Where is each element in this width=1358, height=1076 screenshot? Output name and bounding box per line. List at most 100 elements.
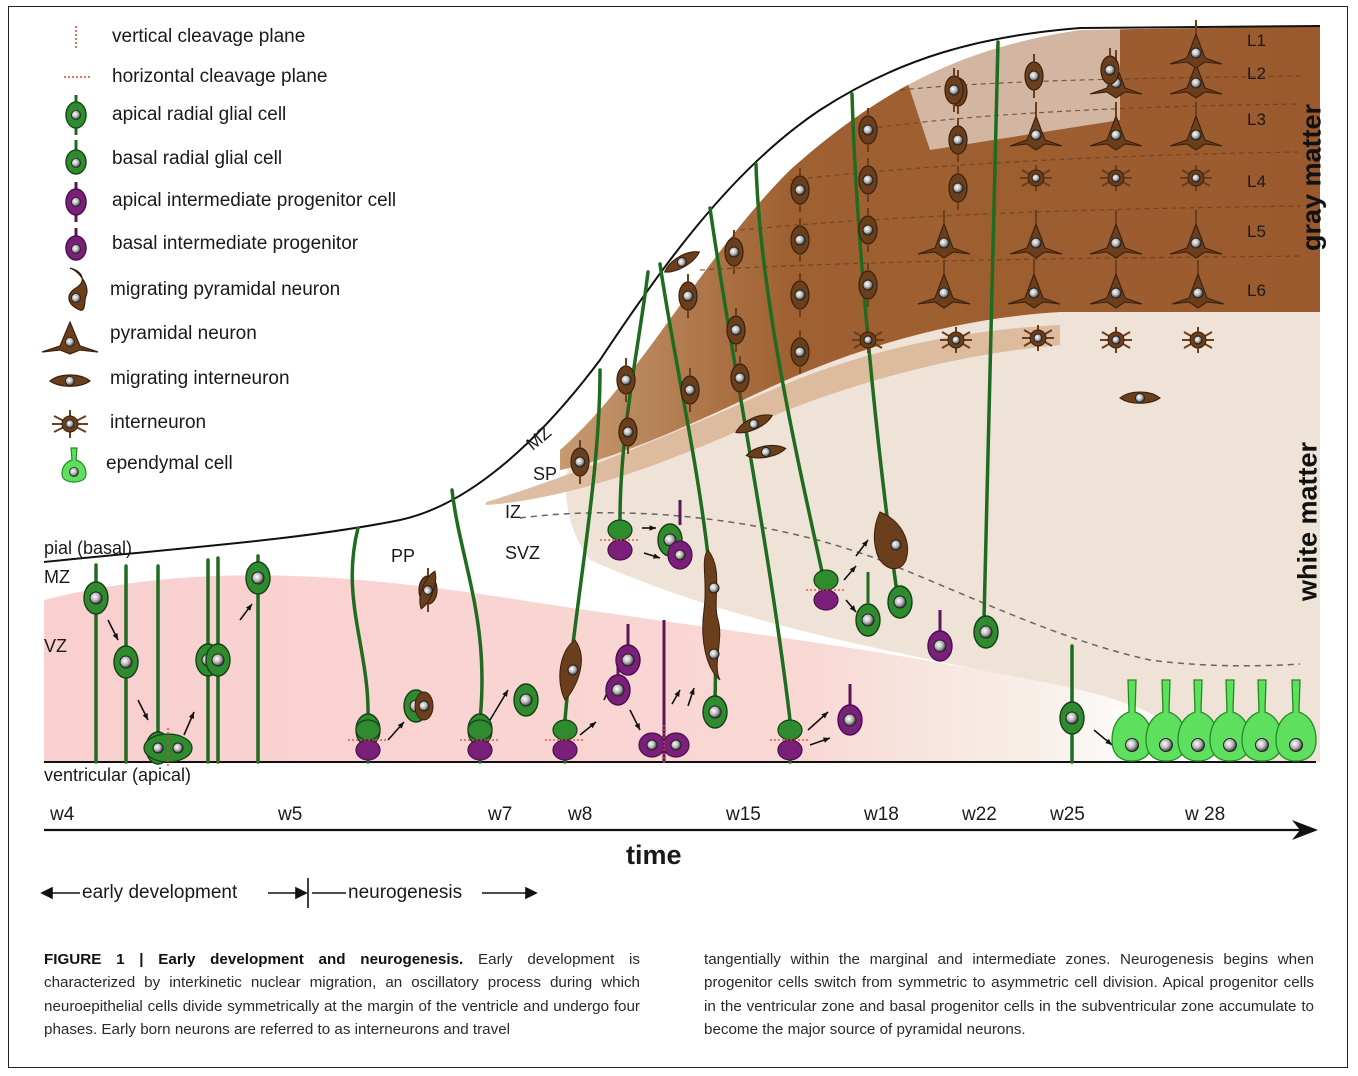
dividing-cell: [806, 569, 846, 611]
neuron: [678, 274, 698, 318]
zone-label-iz: IZ: [505, 502, 521, 522]
cell: [1059, 701, 1085, 735]
apical-intermediate-progenitor-icon: [65, 182, 87, 222]
neuron: [570, 440, 590, 484]
ependymal-cell: [1111, 679, 1153, 762]
dividing-cell: [600, 519, 640, 561]
neuron: [948, 118, 968, 162]
interneuron: [1180, 165, 1212, 191]
interneuron: [1100, 165, 1132, 191]
layer-label-l6: L6: [1247, 281, 1266, 300]
ventricular-surface-label: ventricular (apical): [44, 765, 192, 785]
neuron: [944, 68, 964, 112]
caption-left-text: Early development is characterized by in…: [44, 951, 640, 1039]
legend-label-apical-ip: apical intermediate progenitor cell: [112, 190, 397, 211]
time-tick-label: w15: [726, 804, 761, 825]
layer-label-l1: L1: [1247, 31, 1266, 50]
layer-label-l5: L5: [1247, 222, 1266, 241]
caption-title: FIGURE 1 | Early development and neuroge…: [44, 951, 464, 968]
caption-left-column: FIGURE 1 | Early development and neuroge…: [44, 948, 640, 1042]
cell: [973, 615, 999, 649]
neuron: [790, 330, 810, 374]
neuron: [858, 208, 878, 252]
time-tick-label: w7: [488, 804, 513, 825]
phase-arrows: [40, 878, 538, 908]
time-tick-label: w5: [278, 804, 303, 825]
zone-label-svz: SVZ: [505, 543, 541, 563]
figure-frame: [8, 6, 1348, 1068]
layer-label-l3: L3: [1247, 110, 1266, 129]
basal-intermediate-progenitor-icon: [65, 228, 87, 261]
migrating-pyramidal-neuron-icon: [68, 267, 88, 311]
migrating-interneuron: [419, 570, 437, 610]
neuron: [1024, 54, 1044, 98]
intermediate-progenitor: [837, 684, 863, 736]
dividing-cell: [348, 719, 388, 761]
neuron: [724, 230, 744, 274]
pyramidal-neuron: [917, 260, 971, 309]
time-tick-label: w8: [568, 804, 593, 825]
legend-label-basal-ip: basal intermediate progenitor: [112, 233, 359, 254]
interneuron: [940, 327, 972, 353]
pyramidal-neuron: [1089, 210, 1143, 259]
cell: [245, 561, 271, 595]
legend-label-int: interneuron: [110, 412, 207, 433]
legend-label-apical-rg: apical radial glial cell: [112, 104, 287, 125]
apical-radial-glial-cell-icon: [65, 95, 87, 135]
migrating-interneuron: [745, 444, 787, 459]
neuron: [730, 356, 750, 400]
interneuron: [1020, 165, 1052, 191]
zone-label-mz-left: MZ: [44, 567, 70, 587]
neuron: [948, 166, 968, 210]
legend-label-migrating-int: migrating interneuron: [110, 368, 290, 389]
pyramidal-neuron: [1089, 102, 1143, 151]
intermediate-progenitor: [927, 610, 953, 662]
neuron: [680, 368, 700, 412]
pial-surface-label: pial (basal): [44, 538, 133, 558]
layer-label-l2: L2: [1247, 64, 1266, 83]
neuron: [618, 410, 638, 454]
dividing-cell: [545, 719, 585, 761]
cell: [855, 603, 881, 637]
pyramidal-neuron: [1169, 102, 1223, 151]
time-tick-label: w4: [50, 804, 75, 825]
neuron: [790, 168, 810, 212]
neuron: [790, 273, 810, 317]
neuron: [726, 308, 746, 352]
cell: [205, 643, 231, 677]
pyramidal-neuron: [1089, 260, 1143, 309]
legend-label-pyr: pyramidal neuron: [110, 323, 257, 344]
legend-label-horizontal-cleavage: horizontal cleavage plane: [112, 66, 328, 87]
interneuron: [1022, 325, 1054, 351]
layer-label-l4: L4: [1247, 172, 1266, 191]
migrating-interneuron-icon: [48, 374, 92, 387]
interneuron: [852, 327, 884, 353]
migrating-interneuron: [663, 251, 701, 273]
dividing-cell: [460, 719, 500, 761]
legend-label-vertical-cleavage: vertical cleavage plane: [112, 26, 306, 47]
time-axis-label: time: [626, 840, 682, 870]
basal-radial-glial-cell-icon: [65, 140, 87, 175]
phase-neurogenesis-label: neurogenesis: [348, 882, 463, 903]
legend-label-migrating-pyr: migrating pyramidal neuron: [110, 279, 341, 300]
caption-right-text: tangentially within the marginal and int…: [704, 951, 1314, 1039]
zone-label-pp: PP: [391, 546, 416, 566]
white-matter-label: white matter: [1292, 441, 1323, 602]
cell: [513, 683, 539, 717]
legend-label-basal-rg: basal radial glial cell: [112, 148, 283, 169]
time-axis-arrowhead: [1292, 820, 1318, 840]
pyramidal-neuron: [1169, 20, 1223, 69]
pyramidal-neuron-icon: [41, 320, 99, 355]
interneuron-icon: [52, 410, 88, 438]
neuron: [858, 108, 878, 152]
migrating-interneuron: [1119, 391, 1161, 404]
time-tick-label: w 28: [1185, 804, 1226, 825]
interneuron: [1100, 327, 1132, 353]
caption-right-column: tangentially within the marginal and int…: [704, 948, 1314, 1042]
layer-boundaries: [699, 75, 1301, 271]
time-tick-label: w22: [962, 804, 997, 825]
neuron: [616, 358, 636, 402]
zone-label-vz: VZ: [44, 636, 68, 656]
neuron: [858, 263, 878, 307]
pyramidal-neuron: [1009, 102, 1063, 151]
